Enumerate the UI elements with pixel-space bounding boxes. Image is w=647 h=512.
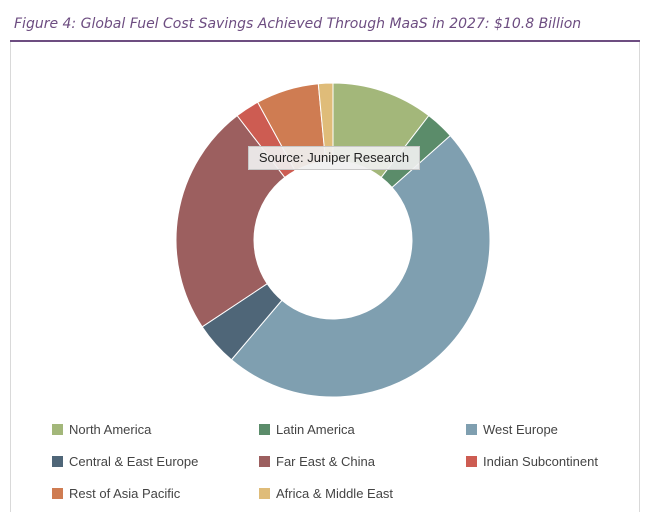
source-tooltip: Source: Juniper Research: [248, 146, 420, 170]
chart-frame: [10, 42, 640, 512]
figure-title: Figure 4: Global Fuel Cost Savings Achie…: [14, 16, 582, 32]
figure-title-bar: Figure 4: Global Fuel Cost Savings Achie…: [10, 6, 640, 42]
slice-west-europe[interactable]: [230, 134, 491, 398]
